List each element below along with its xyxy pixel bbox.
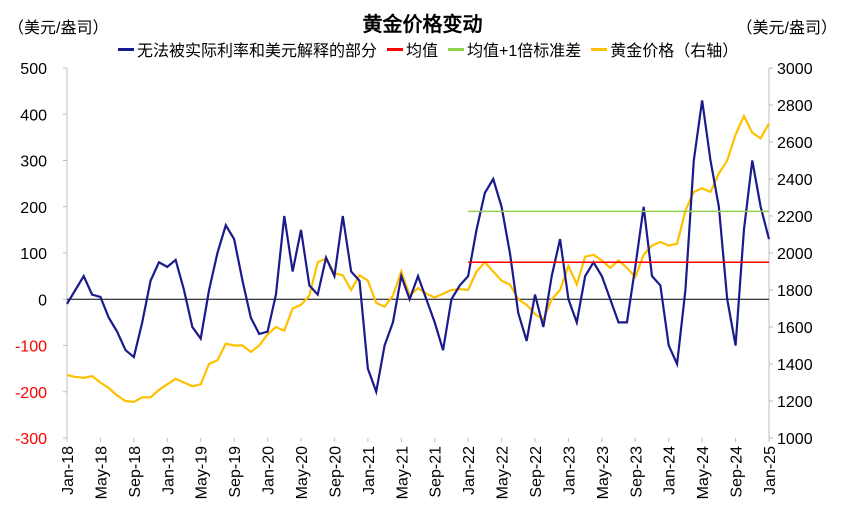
right-tick-label: 2000 [777,246,813,263]
legend-item-unexplained: 无法被实际利率和美元解释的部分 [118,37,377,61]
x-tick-label: Sep-23 [628,446,645,498]
right-tick-label: 1200 [777,394,813,411]
x-tick-label: Sep-21 [428,446,445,498]
x-tick-label: Jan-21 [361,446,378,495]
x-tick-label: Jan-24 [662,446,679,495]
right-tick-label: 2200 [777,209,813,226]
left-tick-label: 500 [20,61,47,78]
x-tick-label: Sep-19 [227,446,244,498]
x-tick-label: Jan-25 [762,446,779,495]
legend: 无法被实际利率和美元解释的部分 均值 均值+1倍标准差 黄金价格（右轴） [118,37,738,61]
left-axis-unit: （美元/盎司） [8,20,109,37]
x-tick-label: Sep-18 [127,446,144,498]
legend-item-gold: 黄金价格（右轴） [591,37,738,61]
x-tick-label: May-23 [595,446,612,499]
left-tick-label: -100 [15,339,47,356]
x-tick-label: May-22 [495,446,512,499]
left-tick-label: 100 [20,246,47,263]
right-axis-unit: （美元/盎司） [736,20,837,37]
x-tick-label: May-18 [93,446,110,499]
x-tick-label: Jan-22 [461,446,478,495]
left-tick-label: -200 [15,385,47,402]
x-tick-label: Sep-20 [327,446,344,498]
left-tick-label: 0 [38,292,47,309]
x-tick-label: Jan-20 [261,446,278,495]
unexplained-part-line [66,100,771,396]
left-tick-label: 300 [20,154,47,171]
x-tick-label: Jan-19 [160,446,177,495]
right-tick-label: 3000 [777,61,813,78]
right-tick-label: 2600 [777,135,813,152]
x-tick-label: May-21 [394,446,411,499]
right-tick-label: 1800 [777,283,813,300]
right-tick-label: 2800 [777,98,813,115]
x-tick-label: May-19 [194,446,211,499]
x-tick-label: Sep-24 [729,446,746,498]
gold-price-line [66,113,770,404]
x-tick-label: Jan-23 [561,446,578,495]
legend-item-mean-plus-sd: 均值+1倍标准差 [448,37,581,61]
chart-title: 黄金价格变动 [362,14,483,36]
left-tick-label: 400 [20,107,47,124]
right-tick-label: 1000 [777,431,813,448]
x-tick-label: Sep-22 [528,446,545,498]
x-tick-label: May-24 [695,446,712,499]
right-tick-label: 2400 [777,172,813,189]
legend-item-mean: 均值 [387,37,438,61]
right-tick-label: 1400 [777,357,813,374]
right-tick-label: 1600 [777,320,813,337]
x-tick-label: Jan-18 [60,446,77,495]
left-tick-label: -300 [15,431,47,448]
x-tick-label: May-20 [294,446,311,499]
left-tick-label: 200 [20,200,47,217]
